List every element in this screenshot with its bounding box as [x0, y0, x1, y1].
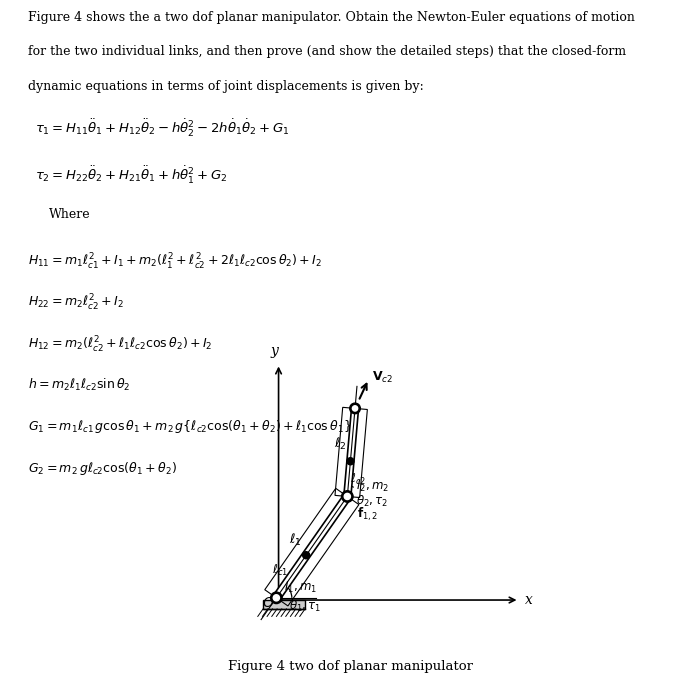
Text: $\mathbf{f}_{1,2}$: $\mathbf{f}_{1,2}$ [357, 505, 378, 522]
Circle shape [352, 406, 358, 411]
Text: dynamic equations in terms of joint displacements is given by:: dynamic equations in terms of joint disp… [28, 80, 423, 93]
Circle shape [344, 493, 351, 499]
Text: $\ell_2$: $\ell_2$ [335, 436, 347, 452]
Polygon shape [344, 408, 358, 497]
Text: $G_1 = m_1\ell_{c1}\, g\cos\theta_1 + m_2\, g\{\ell_{c2}\cos(\theta_1 + \theta_2: $G_1 = m_1\ell_{c1}\, g\cos\theta_1 + m_… [28, 418, 351, 435]
Circle shape [347, 458, 354, 464]
Text: $G_2 = m_2\, g\ell_{c2}\cos(\theta_1 + \theta_2)$: $G_2 = m_2\, g\ell_{c2}\cos(\theta_1 + \… [28, 460, 177, 477]
Circle shape [342, 490, 353, 502]
Text: $\ell_{c1}$: $\ell_{c1}$ [272, 563, 288, 578]
Polygon shape [263, 600, 305, 609]
Text: $H_{12} = m_2(\ell_{c2}^2 + \ell_1\ell_{c2}\cos\theta_2) + I_2$: $H_{12} = m_2(\ell_{c2}^2 + \ell_1\ell_{… [28, 335, 213, 355]
Text: for the two individual links, and then prove (and show the detailed steps) that : for the two individual links, and then p… [28, 45, 626, 58]
Text: $\ell_1$: $\ell_1$ [289, 531, 302, 548]
Text: x: x [525, 593, 533, 607]
Text: Figure 4 two dof planar manipulator: Figure 4 two dof planar manipulator [228, 660, 472, 673]
Text: $\tau_2 = H_{22}\ddot{\theta}_2 + H_{21}\ddot{\theta}_1 + h\dot{\theta}_1^2 + G_: $\tau_2 = H_{22}\ddot{\theta}_2 + H_{21}… [35, 165, 228, 186]
Text: $h = m_2\ell_1\ell_{c2}\sin\theta_2$: $h = m_2\ell_1\ell_{c2}\sin\theta_2$ [28, 376, 130, 393]
Text: $H_{11} = m_1\ell_{c1}^2 + I_1 + m_2(\ell_1^2 + \ell_{c2}^2 + 2\ell_1\ell_{c2}\c: $H_{11} = m_1\ell_{c1}^2 + I_1 + m_2(\el… [28, 251, 322, 272]
Circle shape [273, 595, 279, 601]
Text: $\ell_{c2}$: $\ell_{c2}$ [350, 472, 366, 488]
Text: y: y [270, 344, 278, 359]
Text: $I_1, m_1$: $I_1, m_1$ [284, 580, 317, 596]
Text: $\theta_1, \tau_1$: $\theta_1, \tau_1$ [288, 599, 321, 614]
Text: $H_{22} = m_2\ell_{c2}^2 + I_2$: $H_{22} = m_2\ell_{c2}^2 + I_2$ [28, 293, 124, 313]
Text: $I_2, m_2$: $I_2, m_2$ [356, 479, 389, 494]
Text: Figure 4 shows the a two dof planar manipulator. Obtain the Newton-Euler equatio: Figure 4 shows the a two dof planar mani… [28, 11, 635, 24]
Text: $\theta_2, \tau_2$: $\theta_2, \tau_2$ [356, 494, 389, 510]
Circle shape [302, 552, 309, 559]
Text: $O$: $O$ [262, 596, 274, 610]
Text: $\mathbf{V}_{c2}$: $\mathbf{V}_{c2}$ [372, 370, 393, 385]
Text: Where: Where [49, 208, 90, 221]
Polygon shape [273, 494, 351, 600]
Circle shape [271, 592, 282, 604]
Text: $\tau_1 = H_{11}\ddot{\theta}_1 + H_{12}\ddot{\theta}_2 - h\dot{\theta}_2^2 - 2h: $\tau_1 = H_{11}\ddot{\theta}_1 + H_{12}… [35, 117, 290, 139]
Circle shape [350, 403, 360, 414]
